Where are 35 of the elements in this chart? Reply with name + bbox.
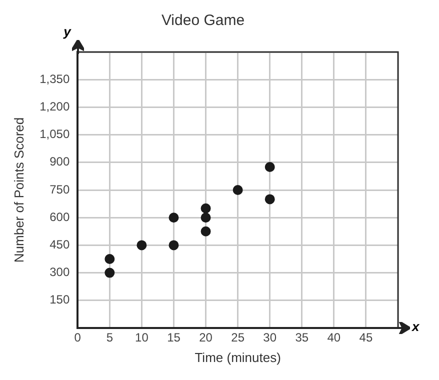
- text: y: [64, 24, 71, 39]
- y-tick-label: 600: [50, 210, 70, 224]
- chart-title: Video Game: [161, 12, 245, 30]
- text: x: [412, 319, 420, 334]
- y-tick-label: 1,350: [40, 72, 70, 86]
- y-tick-label: 900: [50, 154, 70, 169]
- x-tick-label: 20: [199, 330, 213, 345]
- point: [200, 212, 211, 223]
- x-tick-label: 5: [106, 330, 114, 345]
- x-tick-label: 25: [231, 330, 245, 345]
- point: [200, 226, 211, 236]
- x-axis-title: Time (minutes): [194, 350, 281, 365]
- point: [232, 185, 243, 195]
- y-axis-title: Number of Points Scored: [11, 117, 26, 263]
- x-tick-label: 35: [295, 330, 309, 345]
- x-tick-label: 15: [167, 330, 181, 345]
- x-tick-label: 45: [359, 330, 373, 345]
- point: [264, 162, 275, 172]
- point: [104, 268, 115, 278]
- y-tick-label: 1,200: [40, 100, 70, 114]
- y-tick-label: 150: [50, 292, 70, 307]
- point: [200, 203, 211, 214]
- y-tick-label: 750: [50, 182, 70, 196]
- y-tick-label: 300: [50, 265, 70, 280]
- point: [168, 212, 179, 223]
- y-tick-label: 1,050: [40, 127, 70, 142]
- x-tick-label: 0: [74, 330, 82, 345]
- x-tick-label: 10: [135, 330, 149, 345]
- point: [136, 240, 147, 250]
- x-tick-label: 30: [263, 330, 277, 345]
- point: [104, 254, 115, 264]
- point: [264, 194, 275, 204]
- point: [168, 240, 179, 250]
- y-tick-label: 450: [50, 238, 70, 252]
- x-tick-label: 40: [327, 330, 341, 345]
